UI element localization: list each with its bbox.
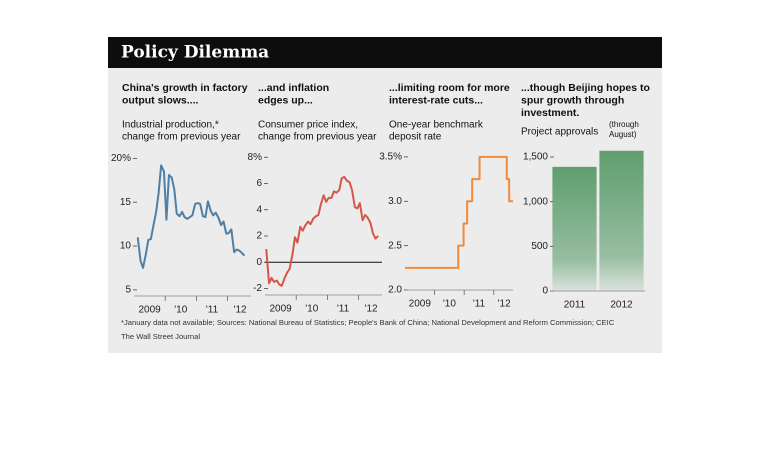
panel-subtitle: Consumer price index,	[258, 120, 358, 131]
header-bar	[108, 37, 662, 68]
data-line	[265, 175, 379, 287]
x-tick-label: 2009	[269, 304, 292, 315]
panel-subtitle: Project approvals	[521, 127, 598, 138]
y-tick-label: 10	[120, 241, 132, 252]
panel-title: ...limiting room for more	[389, 82, 510, 94]
y-tick-label: 5	[125, 285, 131, 296]
y-tick-label: 2.0	[388, 285, 402, 296]
footnote: *January data not available; Sources: Na…	[121, 318, 615, 327]
header-title: Policy Dilemma	[121, 43, 269, 63]
x-tick-label: 2009	[409, 299, 432, 310]
panel-title: edges up...	[258, 94, 313, 106]
panel-title: output slows....	[122, 94, 198, 106]
x-tick-label: '10	[443, 299, 456, 310]
x-tick-label: '12	[234, 305, 247, 316]
y-tick-label: 2.5	[388, 240, 402, 251]
annotation: August)	[609, 130, 637, 139]
bar	[599, 150, 644, 291]
y-tick-label: 1,500	[523, 152, 548, 163]
panel-subtitle: change from previous year	[122, 132, 241, 143]
x-tick-label: '10	[174, 305, 187, 316]
y-tick-label: 3.5%	[379, 152, 402, 163]
panel-title: ...and inflation	[258, 82, 329, 94]
y-tick-label: 0	[542, 286, 548, 297]
y-tick-label: 500	[531, 241, 548, 252]
y-tick-label: 2	[256, 231, 262, 242]
y-tick-label: 3.0	[388, 196, 402, 207]
panel-subtitle: change from previous year	[258, 132, 377, 143]
panel-title: ...though Beijing hopes to	[521, 82, 650, 94]
y-tick-label: 20%	[111, 153, 131, 164]
x-tick-label: '11	[206, 305, 219, 316]
x-tick-label: '12	[498, 299, 511, 310]
x-tick-label: 2012	[610, 300, 633, 311]
data-line	[136, 164, 246, 269]
y-tick-label: -2	[253, 283, 262, 294]
bar	[552, 166, 597, 291]
x-tick-label: '12	[365, 304, 378, 315]
y-tick-label: 1,000	[523, 196, 548, 207]
data-line	[405, 155, 513, 269]
panel-title: spur growth through	[521, 94, 624, 106]
x-tick-label: 2009	[138, 305, 161, 316]
source: The Wall Street Journal	[121, 332, 200, 341]
x-tick-label: 2011	[564, 300, 586, 311]
x-tick-label: '11	[337, 304, 350, 315]
panel-subtitle: deposit rate	[389, 132, 442, 143]
y-tick-label: 6	[256, 178, 262, 189]
y-tick-label: 0	[256, 257, 262, 268]
x-tick-label: '10	[305, 304, 318, 315]
panel-title: investment.	[521, 107, 579, 119]
annotation: (through	[609, 120, 639, 129]
y-tick-label: 8%	[248, 152, 263, 163]
panel-title: China's growth in factory	[122, 82, 248, 94]
panel-title: interest-rate cuts...	[389, 94, 483, 106]
panel-subtitle: One-year benchmark	[389, 120, 484, 131]
y-tick-label: 4	[256, 204, 262, 215]
panel-subtitle: Industrial production,*	[122, 120, 219, 131]
y-tick-label: 15	[120, 197, 132, 208]
x-tick-label: '11	[473, 299, 486, 310]
